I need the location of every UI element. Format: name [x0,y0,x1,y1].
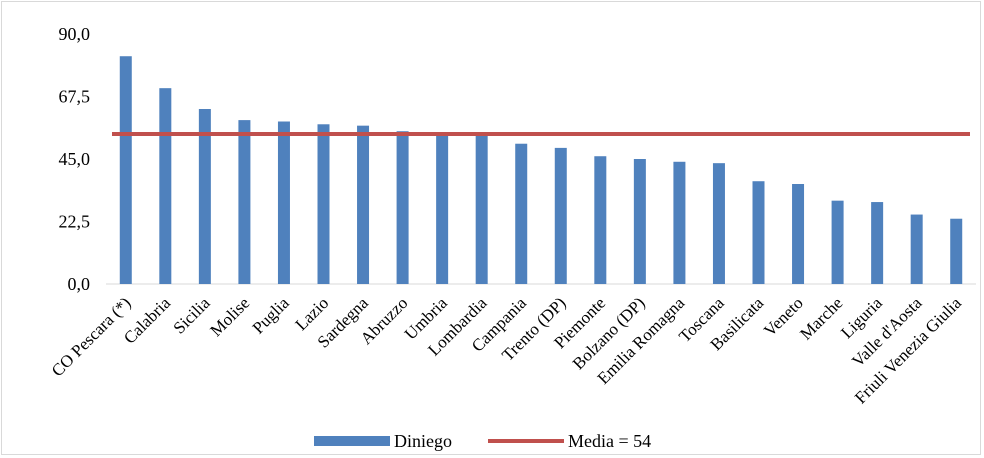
bar [831,200,844,284]
x-tick-label: Sicilia [170,293,214,337]
legend: Diniego Media = 54 [314,431,651,451]
y-tick-labels: 0,0 22,5 45,0 67,5 90,0 [59,24,91,294]
bar [673,161,686,284]
bar [436,132,449,284]
x-tick-label: Molise [206,293,253,340]
y-tick-label: 45,0 [59,149,91,169]
legend-label-media: Media = 54 [568,431,651,451]
x-tick-label: Marche [796,293,846,343]
bar [238,120,251,284]
bar [871,202,884,284]
y-tick-label: 67,5 [59,87,91,107]
bar [475,135,488,284]
bar [119,56,132,284]
bar [357,125,370,285]
y-tick-label: 0,0 [68,274,91,294]
bar [752,181,765,284]
x-tick-label: Puglia [249,293,293,337]
bars [119,56,963,285]
bar [159,88,172,285]
bar [277,121,290,284]
legend-swatch-diniego [314,436,390,446]
bar [317,124,330,285]
legend-label-diniego: Diniego [394,431,452,451]
bar [554,147,567,284]
bar [633,159,646,284]
bar [792,184,805,284]
bar [712,163,725,284]
x-tick-labels: CO Pescara (*)CalabriaSiciliaMolisePugli… [48,293,966,407]
bar [396,131,409,284]
bar [198,109,211,284]
bar [515,143,528,284]
y-tick-label: 22,5 [59,212,91,232]
bar [950,218,963,284]
bar [594,156,607,284]
bar [910,214,923,284]
y-tick-label: 90,0 [59,24,91,44]
